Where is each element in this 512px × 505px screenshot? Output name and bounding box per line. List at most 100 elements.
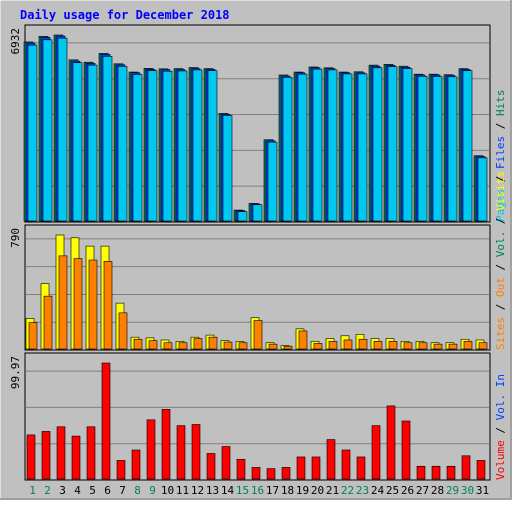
bar-pages-day-16 [252, 204, 263, 222]
bar-pages-day-28 [432, 76, 443, 222]
legend-segment: / [494, 116, 507, 136]
legend-vertical-1: Sites / Out / Vol. / Visits [494, 171, 507, 350]
x-tick-label-day-10: 10 [161, 484, 174, 497]
bar-sites-day-20 [313, 343, 323, 350]
bar-sites-day-23 [358, 338, 368, 350]
bar-pages-day-23 [357, 73, 368, 222]
chart-title: Daily usage for December 2018 [20, 8, 230, 22]
x-tick-label-day-23: 23 [356, 484, 369, 497]
bar-volume-day-1 [26, 434, 36, 480]
bar-volume-day-2 [41, 431, 51, 480]
bar-volume-day-7 [116, 460, 126, 480]
legend-segment: / [494, 169, 507, 189]
max-label-middle: 790 [9, 228, 22, 248]
bar-pages-day-30 [462, 70, 473, 222]
bar-sites-day-4 [73, 258, 83, 350]
bar-pages-day-29 [447, 76, 458, 222]
bar-pages-day-18 [282, 77, 293, 222]
bar-sites-day-31 [478, 342, 488, 350]
x-tick-label-day-27: 27 [416, 484, 429, 497]
bar-volume-day-31 [476, 460, 486, 480]
bar-sites-day-19 [298, 330, 308, 350]
bar-volume-day-23 [356, 456, 366, 480]
bar-volume-day-9 [146, 419, 156, 480]
bar-volume-day-30 [461, 455, 471, 480]
bar-sites-day-22 [343, 339, 353, 350]
bar-sites-day-25 [388, 341, 398, 350]
bar-pages-day-9 [147, 70, 158, 222]
bar-volume-day-29 [446, 465, 456, 480]
bar-volume-day-5 [86, 426, 96, 480]
bar-volume-day-22 [341, 449, 351, 480]
x-tick-label-day-11: 11 [176, 484, 189, 497]
bar-sites-day-21 [328, 341, 338, 350]
bar-volume-day-12 [191, 424, 201, 480]
bar-pages-day-17 [267, 141, 278, 222]
bar-sites-day-16 [253, 320, 263, 350]
bar-volume-day-10 [161, 409, 171, 480]
bar-pages-day-1 [27, 44, 38, 222]
bar-volume-day-21 [326, 439, 336, 480]
x-tick-label-day-25: 25 [386, 484, 399, 497]
x-tick-label-day-1: 1 [29, 484, 36, 497]
bar-pages-day-7 [117, 66, 128, 222]
panel-frame-middle [24, 224, 491, 351]
bar-pages-day-12 [192, 69, 203, 222]
x-tick-label-day-2: 2 [44, 484, 51, 497]
bar-volume-day-14 [221, 446, 231, 480]
x-tick-label-day-28: 28 [431, 484, 444, 497]
x-tick-label-day-9: 9 [149, 484, 156, 497]
x-tick-label-day-4: 4 [74, 484, 81, 497]
x-tick-label-day-6: 6 [104, 484, 111, 497]
legend-segment: Sites [494, 317, 507, 350]
bar-sites-day-24 [373, 341, 383, 350]
bar-volume-day-15 [236, 458, 246, 480]
bar-pages-day-15 [237, 211, 248, 222]
bar-pages-day-3 [57, 37, 68, 222]
bar-pages-day-14 [222, 115, 233, 222]
legend-segment: Vol. [494, 231, 507, 258]
bar-pages-day-2 [42, 39, 53, 222]
bar-sites-day-7 [118, 312, 128, 350]
legend-segment: / [494, 297, 507, 317]
bar-pages-day-20 [312, 68, 323, 222]
x-tick-label-day-20: 20 [311, 484, 324, 497]
x-tick-label-day-12: 12 [191, 484, 204, 497]
bar-sites-day-3 [58, 255, 68, 350]
bar-volume-day-4 [71, 435, 81, 480]
x-tick-label-day-3: 3 [59, 484, 66, 497]
bar-pages-day-24 [372, 67, 383, 222]
bar-sites-day-9 [148, 340, 158, 350]
bar-sites-day-13 [208, 336, 218, 350]
bar-pages-day-31 [477, 157, 488, 222]
bar-volume-day-13 [206, 453, 216, 480]
legend-segment: Volume [494, 440, 507, 480]
x-tick-label-day-31: 31 [476, 484, 489, 497]
bar-pages-day-19 [297, 73, 308, 222]
bar-sites-day-10 [163, 342, 173, 350]
bar-sites-day-15 [238, 342, 248, 350]
bar-volume-day-11 [176, 425, 186, 480]
legend-segment: Files [494, 136, 507, 169]
x-tick-label-day-17: 17 [266, 484, 279, 497]
bar-sites-day-12 [193, 338, 203, 350]
legend-vertical-0: Pages / Files / Hits [494, 90, 507, 223]
bar-pages-day-5 [87, 64, 98, 222]
x-tick-label-day-7: 7 [119, 484, 126, 497]
legend-segment: Visits [494, 171, 507, 211]
x-tick-label-day-5: 5 [89, 484, 96, 497]
x-tick-label-day-24: 24 [371, 484, 385, 497]
bar-pages-day-8 [132, 74, 143, 222]
bar-volume-day-24 [371, 425, 381, 480]
bar-volume-day-26 [401, 420, 411, 480]
bar-pages-day-26 [402, 68, 413, 222]
x-tick-label-day-21: 21 [326, 484, 339, 497]
bar-volume-day-19 [296, 456, 306, 480]
legend-segment: Out [494, 277, 507, 297]
bar-sites-day-5 [88, 259, 98, 350]
bar-pages-day-27 [417, 76, 428, 222]
bar-volume-day-28 [431, 465, 441, 480]
bar-sites-day-28 [433, 343, 443, 350]
